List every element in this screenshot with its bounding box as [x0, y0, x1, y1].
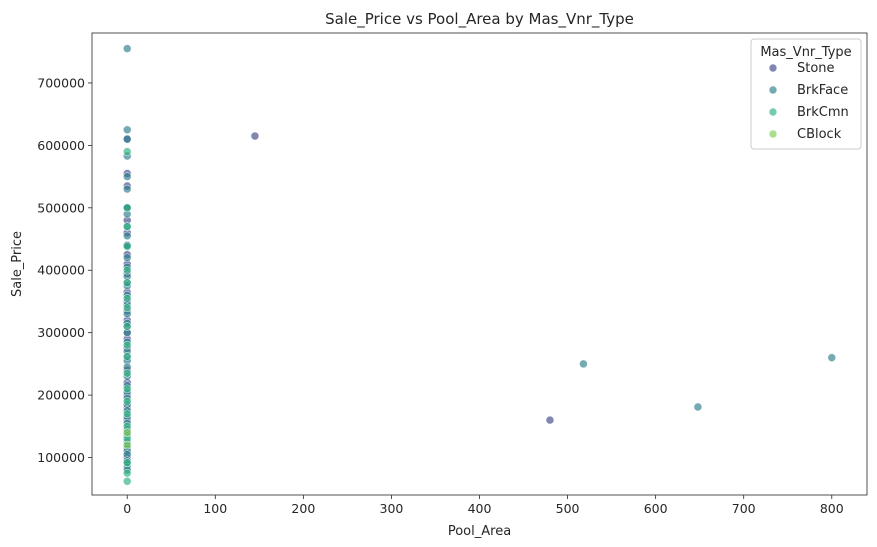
data-point-brkface: [693, 402, 703, 412]
legend-entry-brkcmn: BrkCmn: [797, 105, 849, 120]
data-point-brkface: [122, 172, 132, 181]
data-point-brkcmn: [122, 468, 132, 478]
legend-entries: Stone BrkFace BrkCmn CBlock: [768, 61, 849, 142]
data-point-brkcmn: [122, 397, 132, 406]
legend-entry-brkface: BrkFace: [797, 83, 848, 98]
data-point-brkcmn: [122, 242, 132, 251]
y-tick-label: 200000: [37, 388, 85, 403]
data-point-brkcmn: [122, 352, 132, 361]
data-point-cblock: [122, 428, 132, 437]
data-point-brkface: [122, 253, 132, 263]
data-point-brkcmn: [122, 476, 132, 486]
x-tick-label: 500: [556, 501, 580, 516]
legend-marker-cblock: [768, 129, 778, 139]
y-tick-label: 600000: [37, 138, 85, 153]
data-point-brkcmn: [122, 222, 132, 231]
x-tick-label: 0: [123, 501, 131, 516]
legend-box: [750, 38, 862, 150]
x-tick-label: 800: [820, 501, 844, 516]
data-point-brkcmn: [122, 409, 132, 419]
data-point-brkcmn: [122, 368, 132, 378]
data-point-brkface: [579, 359, 588, 369]
data-point-stone: [545, 415, 555, 425]
data-point-brkcmn: [122, 147, 132, 156]
legend-marker-stone: [768, 63, 778, 73]
data-point-brkcmn: [122, 203, 132, 213]
data-point-brkface: [122, 231, 132, 241]
x-tick-label: 600: [644, 501, 668, 516]
chart-title: Sale_Price vs Pool_Area by Mas_Vnr_Type: [325, 10, 634, 29]
x-tick-label: 100: [203, 501, 227, 516]
data-point-brkcmn: [122, 322, 132, 331]
data-point-brkcmn: [122, 294, 132, 303]
data-point-brkface: [122, 184, 132, 194]
data-point-brkcmn: [122, 265, 132, 275]
y-tick-label: 300000: [37, 325, 85, 340]
y-axis-ticks: 100000 200000 300000 400000 500000 600000 7000…: [37, 75, 92, 465]
legend-marker-brkface: [768, 85, 778, 95]
data-point-brkface: [827, 353, 837, 362]
x-tick-label: 300: [380, 501, 404, 516]
data-point-brkcmn: [122, 458, 132, 467]
y-tick-label: 700000: [37, 75, 85, 90]
legend-entry-stone: Stone: [797, 61, 835, 76]
data-point-brkcmn: [122, 303, 132, 313]
data-point-brkcmn: [122, 384, 132, 394]
data-point-brkcmn: [122, 278, 132, 288]
y-tick-label: 100000: [37, 450, 85, 465]
y-axis-label: Sale_Price: [10, 231, 25, 297]
legend-marker-brkcmn: [768, 107, 778, 117]
data-point-brkface: [122, 44, 132, 53]
x-tick-label: 200: [291, 501, 315, 516]
y-tick-label: 500000: [37, 200, 85, 215]
data-point-cblock: [122, 440, 132, 450]
x-axis-ticks: 0 100 200 300 400 500 600 700 800: [123, 495, 844, 516]
legend: Mas_Vnr_Type Stone BrkFace BrkCmn CBlock: [750, 38, 862, 150]
x-axis-label: Pool_Area: [448, 524, 511, 539]
legend-entry-cblock: CBlock: [797, 127, 842, 142]
points-layer: [122, 44, 837, 486]
data-point-brkface: [122, 125, 132, 135]
data-point-stone: [250, 131, 260, 141]
data-point-brkcmn: [122, 340, 132, 350]
y-tick-label: 400000: [37, 263, 85, 278]
x-tick-label: 400: [468, 501, 492, 516]
data-point-brkface: [122, 134, 132, 144]
x-tick-label: 700: [732, 501, 756, 516]
legend-title: Mas_Vnr_Type: [760, 45, 851, 60]
